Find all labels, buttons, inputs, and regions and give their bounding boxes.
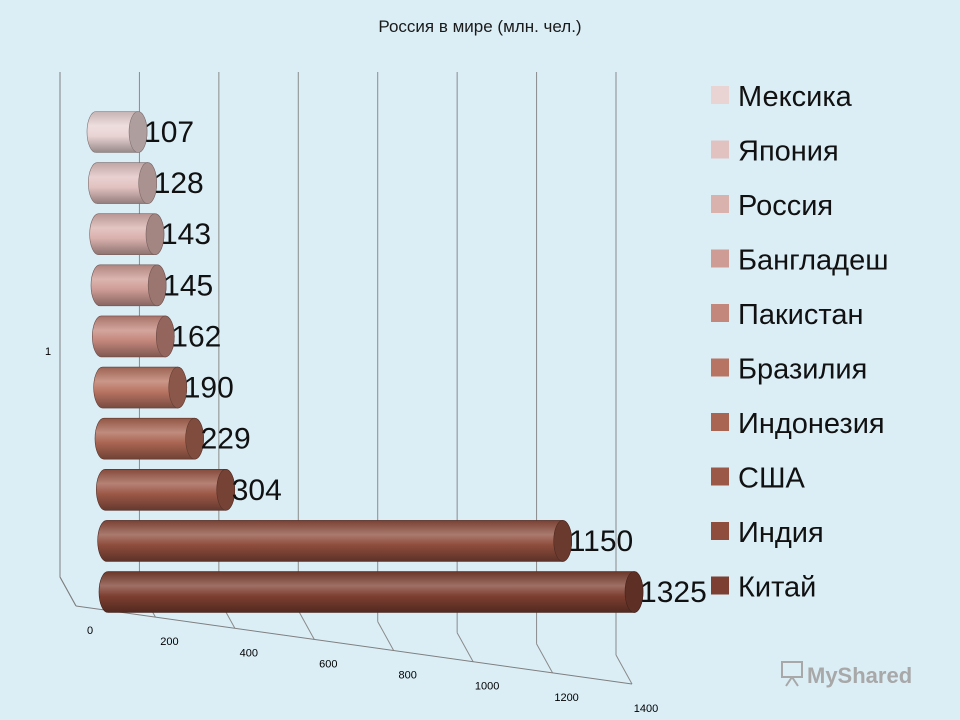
legend-swatch bbox=[711, 576, 729, 595]
bar-1 bbox=[86, 111, 148, 153]
legend-swatch bbox=[711, 304, 729, 322]
legend-swatch bbox=[711, 195, 729, 213]
legend-item: Китай bbox=[711, 572, 816, 604]
bar-4 bbox=[90, 264, 167, 307]
bar-6 bbox=[93, 366, 188, 409]
legend-swatch bbox=[711, 86, 729, 104]
presentation-icon bbox=[781, 661, 803, 687]
watermark: MyShared bbox=[781, 661, 912, 688]
legend-label: Бразилия bbox=[738, 354, 867, 386]
data-label: 1325 bbox=[640, 576, 707, 609]
legend-label: Япония bbox=[738, 136, 839, 168]
floor-gridline-600 bbox=[297, 610, 315, 640]
legend-item: Бангладеш bbox=[711, 245, 888, 277]
x-tick-label: 1400 bbox=[634, 703, 658, 715]
legend-label: Мексика bbox=[738, 81, 853, 113]
x-tick-label: 400 bbox=[240, 647, 258, 659]
data-label: 162 bbox=[171, 320, 221, 353]
legend-item: Россия bbox=[711, 190, 833, 222]
bar-8 bbox=[96, 468, 236, 511]
legend-item: Пакистан bbox=[711, 299, 863, 331]
legend: Мексика Япония Россия Бангладеш Пакистан Браз… bbox=[711, 81, 888, 604]
chart-title: Россия в мире (млн. чел.) bbox=[378, 17, 581, 36]
bars bbox=[86, 111, 644, 613]
x-tick-label: 200 bbox=[160, 636, 178, 648]
x-tick-label: 1000 bbox=[475, 681, 499, 693]
bar-5 bbox=[92, 315, 175, 358]
legend-label: Россия bbox=[738, 190, 833, 222]
data-label: 190 bbox=[184, 372, 234, 405]
legend-label: Индонезия bbox=[738, 408, 885, 440]
category-axis-label: 1 bbox=[45, 346, 51, 358]
legend-swatch bbox=[711, 249, 729, 268]
legend-item: Бразилия bbox=[711, 354, 867, 386]
legend-label: США bbox=[738, 463, 806, 495]
legend-swatch bbox=[711, 140, 729, 159]
value-axis-line bbox=[75, 605, 633, 685]
watermark-text: MyShared bbox=[807, 663, 912, 688]
legend-label: Индия bbox=[738, 517, 824, 549]
bar-3 bbox=[89, 213, 165, 256]
legend-item: Мексика bbox=[711, 81, 853, 113]
bar-9 bbox=[97, 520, 573, 562]
legend-swatch bbox=[711, 522, 729, 540]
legend-item: Индонезия bbox=[711, 408, 885, 440]
data-label: 107 bbox=[144, 116, 194, 149]
x-tick-label: 800 bbox=[399, 670, 417, 682]
data-label: 304 bbox=[232, 474, 282, 507]
data-label: 229 bbox=[201, 423, 251, 456]
legend-item: Индия bbox=[711, 517, 824, 549]
legend-swatch bbox=[711, 358, 729, 377]
bar-2 bbox=[88, 162, 157, 204]
floor-gridline-1400 bbox=[615, 654, 633, 685]
bar-7 bbox=[94, 417, 204, 460]
floor-gridline-800 bbox=[377, 621, 395, 651]
legend-label: Пакистан bbox=[738, 299, 863, 331]
data-label: 1150 bbox=[569, 525, 634, 558]
data-label: 143 bbox=[161, 218, 211, 251]
legend-item: США bbox=[711, 463, 806, 495]
legend-label: Китай bbox=[738, 572, 816, 604]
legend-label: Бангладеш bbox=[738, 245, 888, 277]
data-label: 128 bbox=[154, 167, 204, 200]
bar-10 bbox=[98, 571, 644, 613]
legend-swatch bbox=[711, 467, 729, 486]
x-tick-label: 600 bbox=[319, 658, 337, 670]
axes: 1 0 200 400 600 800 1000 1200 1400 bbox=[45, 72, 658, 715]
data-label: 145 bbox=[163, 269, 213, 302]
depth-axis-line bbox=[59, 576, 77, 607]
x-tick-label: 0 bbox=[87, 625, 93, 637]
legend-swatch bbox=[711, 413, 729, 431]
x-tick-label: 1200 bbox=[554, 692, 578, 704]
legend-item: Япония bbox=[711, 136, 839, 168]
floor-gridline-1000 bbox=[456, 632, 474, 662]
floor-gridline-1200 bbox=[536, 643, 554, 674]
